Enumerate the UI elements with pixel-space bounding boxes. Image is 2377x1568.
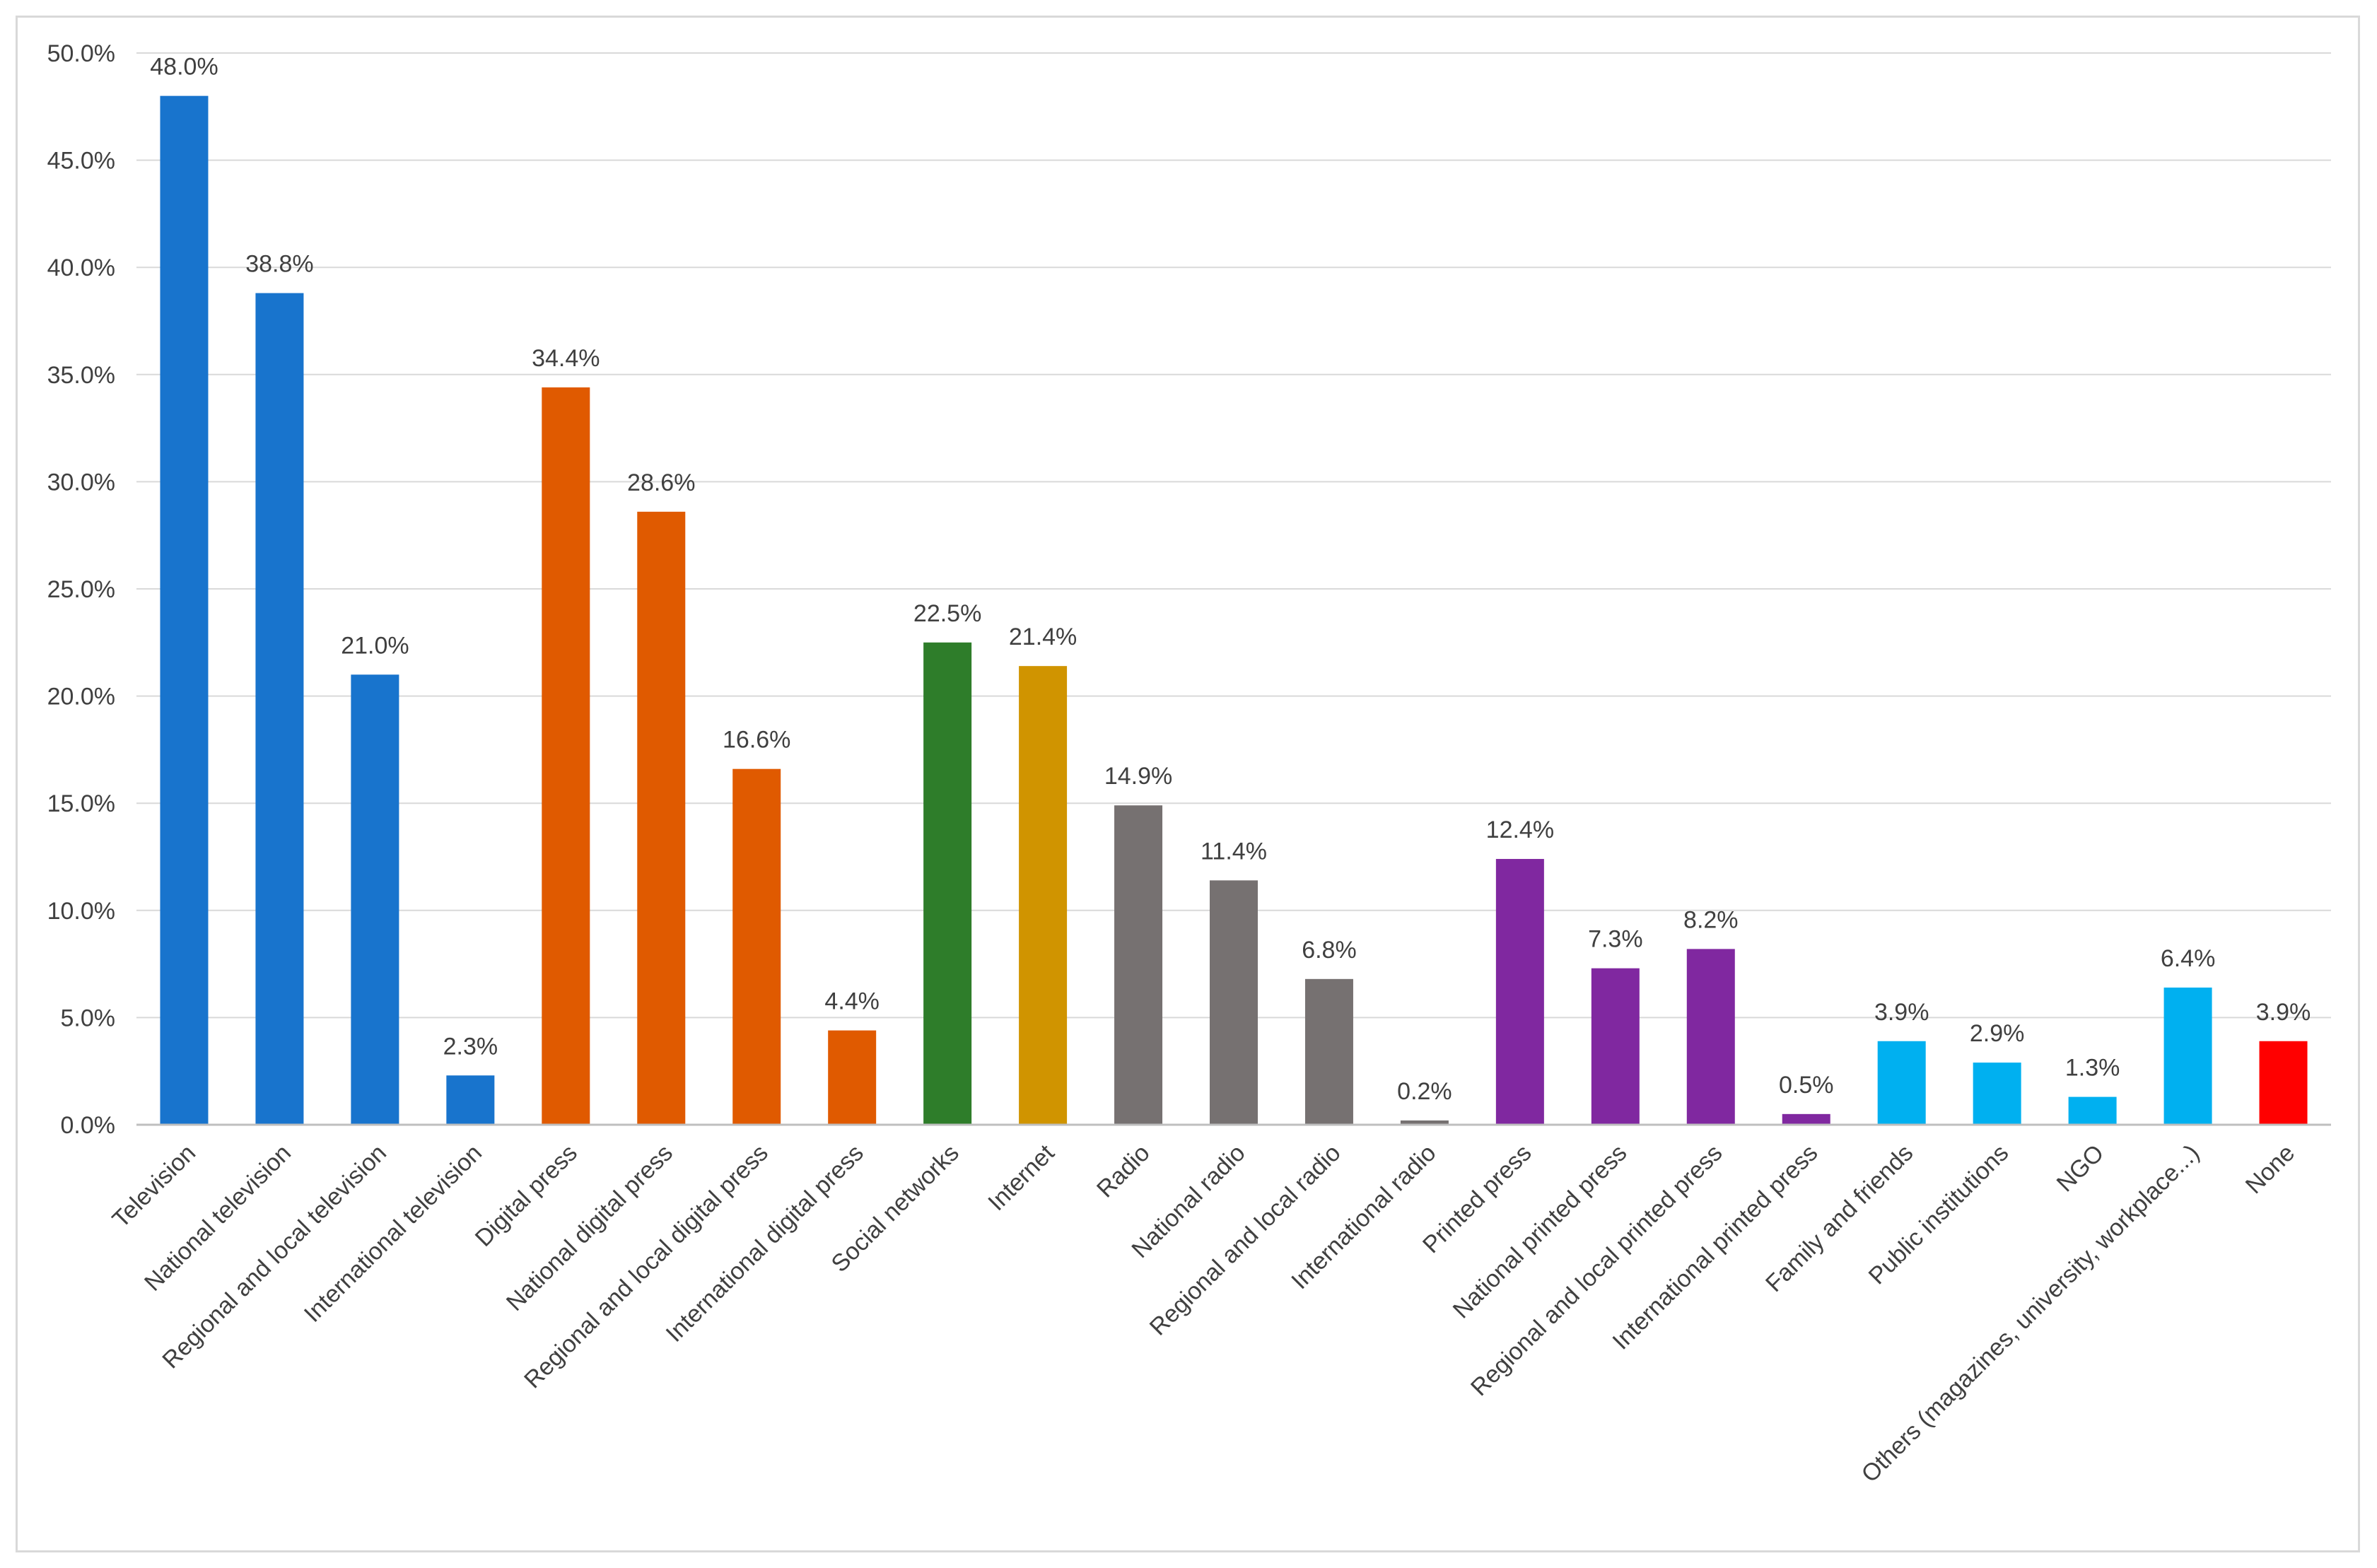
category-label: National digital press	[501, 1140, 678, 1316]
y-axis-ticks: 0.0% 5.0% 10.0% 15.0% 20.0% 25.0% 30.0% 35.0% 40…	[47, 40, 115, 1139]
bar	[637, 511, 686, 1125]
bar	[1686, 949, 1735, 1125]
data-label: 8.2%	[1683, 906, 1739, 933]
data-label: 0.2%	[1397, 1078, 1452, 1105]
bar-chart: 0.0% 5.0% 10.0% 15.0% 20.0% 25.0% 30.0% 35.0% 40…	[47, 40, 2331, 1488]
bar	[2163, 987, 2212, 1125]
bar	[1114, 805, 1163, 1125]
bar	[1019, 666, 1068, 1125]
category-label: Others (magazines, university, workplace…	[1856, 1140, 2204, 1488]
data-label: 2.3%	[443, 1033, 498, 1060]
data-label: 7.3%	[1588, 926, 1643, 953]
data-label: 38.8%	[245, 251, 313, 278]
data-label: 14.9%	[1104, 763, 1172, 790]
category-label: Television	[107, 1140, 201, 1233]
gridlines	[136, 52, 2331, 1019]
category-label: International television	[299, 1140, 487, 1328]
y-tick-label: 5.0%	[61, 1005, 116, 1031]
data-label: 11.4%	[1201, 838, 1267, 865]
bar	[1495, 859, 1544, 1125]
data-label: 28.6%	[627, 469, 695, 496]
bar	[1400, 1120, 1449, 1125]
data-label: 22.5%	[913, 600, 981, 627]
data-label: 6.8%	[1302, 937, 1357, 964]
bar	[1591, 968, 1640, 1125]
y-tick-label: 0.0%	[61, 1112, 116, 1139]
category-label: NGO	[2052, 1140, 2110, 1198]
data-label: 34.4%	[532, 345, 600, 372]
category-label: Radio	[1092, 1140, 1155, 1203]
y-tick-label: 45.0%	[47, 148, 115, 175]
bar	[542, 387, 590, 1125]
bar	[446, 1075, 495, 1125]
y-tick-label: 10.0%	[47, 898, 115, 925]
y-tick-label: 40.0%	[47, 254, 115, 281]
chart-frame: 0.0% 5.0% 10.0% 15.0% 20.0% 25.0% 30.0% 35.0% 40…	[16, 16, 2360, 1552]
data-label: 6.4%	[2161, 945, 2216, 972]
data-label: 48.0%	[150, 54, 218, 81]
data-label: 21.0%	[341, 632, 409, 659]
y-tick-label: 50.0%	[47, 40, 115, 67]
y-tick-label: 35.0%	[47, 362, 115, 389]
category-label: International digital press	[661, 1140, 869, 1347]
data-label: 12.4%	[1486, 817, 1554, 843]
bar	[828, 1030, 877, 1125]
y-tick-label: 15.0%	[47, 790, 115, 817]
bar	[255, 293, 304, 1125]
y-tick-label: 25.0%	[47, 576, 115, 603]
bars	[160, 95, 2308, 1125]
category-label: Regional and local radio	[1145, 1140, 1346, 1341]
bar	[351, 674, 399, 1125]
bar	[1973, 1063, 2021, 1125]
category-label: National printed press	[1448, 1140, 1633, 1324]
bar	[732, 768, 781, 1125]
bar	[923, 642, 972, 1125]
bar	[160, 95, 209, 1125]
category-label: Internet	[983, 1139, 1060, 1216]
data-label: 3.9%	[1874, 999, 1929, 1026]
data-label: 4.4%	[824, 988, 880, 1015]
data-label: 0.5%	[1779, 1072, 1834, 1099]
data-label: 3.9%	[2256, 999, 2311, 1026]
bar	[1782, 1113, 1830, 1125]
bar	[2259, 1041, 2308, 1125]
data-label: 2.9%	[1970, 1020, 2025, 1047]
bar	[1877, 1041, 1926, 1125]
bar	[1304, 978, 1353, 1125]
bar	[2068, 1096, 2117, 1125]
data-label: 21.4%	[1009, 624, 1077, 650]
data-labels: 48.0% 38.8% 21.0% 2.3% 34.4% 28.6% 16.6% 4.4% 22…	[150, 54, 2311, 1105]
data-label: 16.6%	[723, 727, 790, 754]
y-tick-label: 30.0%	[47, 469, 115, 496]
bar	[1210, 880, 1258, 1125]
y-tick-label: 20.0%	[47, 684, 115, 710]
category-label: None	[2241, 1140, 2300, 1199]
data-label: 1.3%	[2065, 1055, 2120, 1082]
